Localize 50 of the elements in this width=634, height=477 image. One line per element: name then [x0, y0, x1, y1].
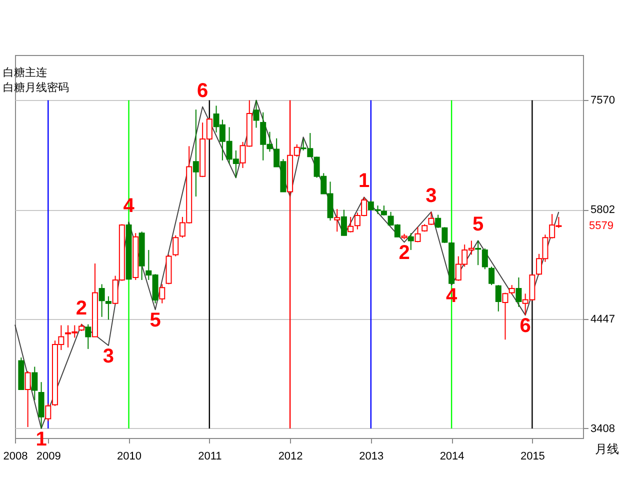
y-tick-label: 3408: [590, 422, 615, 435]
x-tick-label: 2010: [117, 450, 142, 462]
text: 白糖月线密码: [2, 81, 69, 94]
candlestick: [348, 216, 354, 233]
candlestick: [32, 366, 38, 401]
annotation: 5: [150, 310, 161, 332]
candlestick: [482, 248, 488, 270]
text: 月线: [595, 442, 619, 456]
annotation: 5: [472, 214, 484, 236]
x-tick-label: 2014: [440, 450, 464, 462]
y-tick-label: 5802: [590, 204, 615, 216]
annotation: 1: [36, 428, 47, 450]
candlestick: [414, 226, 421, 243]
candlestick: [159, 284, 166, 304]
annotation: 6: [520, 315, 531, 338]
annotation: 2: [76, 297, 88, 320]
annotation: 1: [358, 170, 370, 192]
x-tick-label: 2009: [36, 450, 61, 462]
candlestick: [98, 284, 105, 318]
candlestick: [192, 109, 199, 198]
x-tick-label: 2008: [3, 450, 28, 462]
candlestick: [45, 403, 52, 422]
candlestick: [24, 370, 31, 428]
annotation: 2: [398, 242, 410, 264]
candlestick: [516, 276, 522, 308]
candlestick: [442, 226, 448, 244]
candlestick: [340, 209, 347, 236]
x-tick-label: 2011: [198, 450, 222, 462]
x-tick-label: 2015: [520, 450, 545, 462]
candlestick: [488, 266, 495, 286]
candlestick: [435, 214, 442, 228]
candlestick: [408, 232, 414, 250]
candlestick: [495, 284, 502, 312]
annotation: 5579: [589, 220, 614, 232]
candlestick: [172, 234, 179, 257]
candlestick: [253, 100, 260, 128]
y-tick-label: 4447: [590, 314, 615, 326]
annotation: 6: [197, 80, 208, 102]
candlestick: [85, 324, 92, 350]
annotation: 3: [102, 345, 114, 368]
annotation: 3: [426, 184, 437, 207]
candlestick: [428, 211, 434, 226]
y-tick-label: 7570: [590, 94, 615, 107]
candlestick: [475, 240, 482, 266]
text: 白糖主连: [2, 66, 47, 79]
candlestick: [334, 208, 340, 232]
candlestick: [105, 296, 112, 320]
x-tick-label: 2013: [359, 450, 384, 462]
x-tick-label: 2012: [278, 450, 303, 462]
line-series: [14, 100, 560, 429]
